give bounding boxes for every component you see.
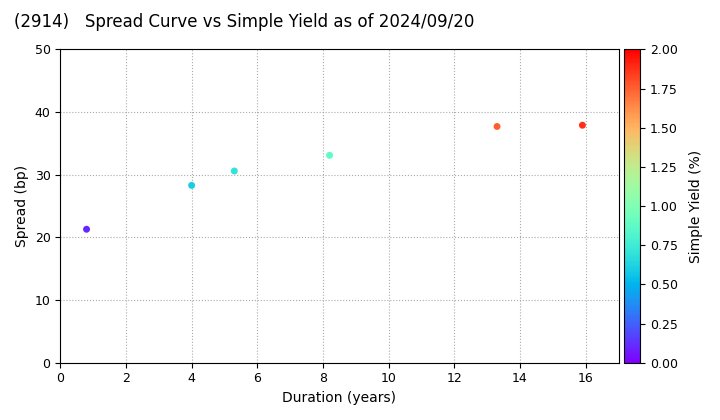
- Point: [491, 123, 503, 130]
- Text: (2914)   Spread Curve vs Simple Yield as of 2024/09/20: (2914) Spread Curve vs Simple Yield as o…: [14, 13, 474, 31]
- Point: [186, 182, 197, 189]
- Point: [324, 152, 336, 159]
- X-axis label: Duration (years): Duration (years): [282, 391, 397, 405]
- Y-axis label: Simple Yield (%): Simple Yield (%): [689, 150, 703, 262]
- Y-axis label: Spread (bp): Spread (bp): [15, 165, 29, 247]
- Point: [81, 226, 92, 233]
- Point: [577, 122, 588, 129]
- Point: [228, 168, 240, 174]
